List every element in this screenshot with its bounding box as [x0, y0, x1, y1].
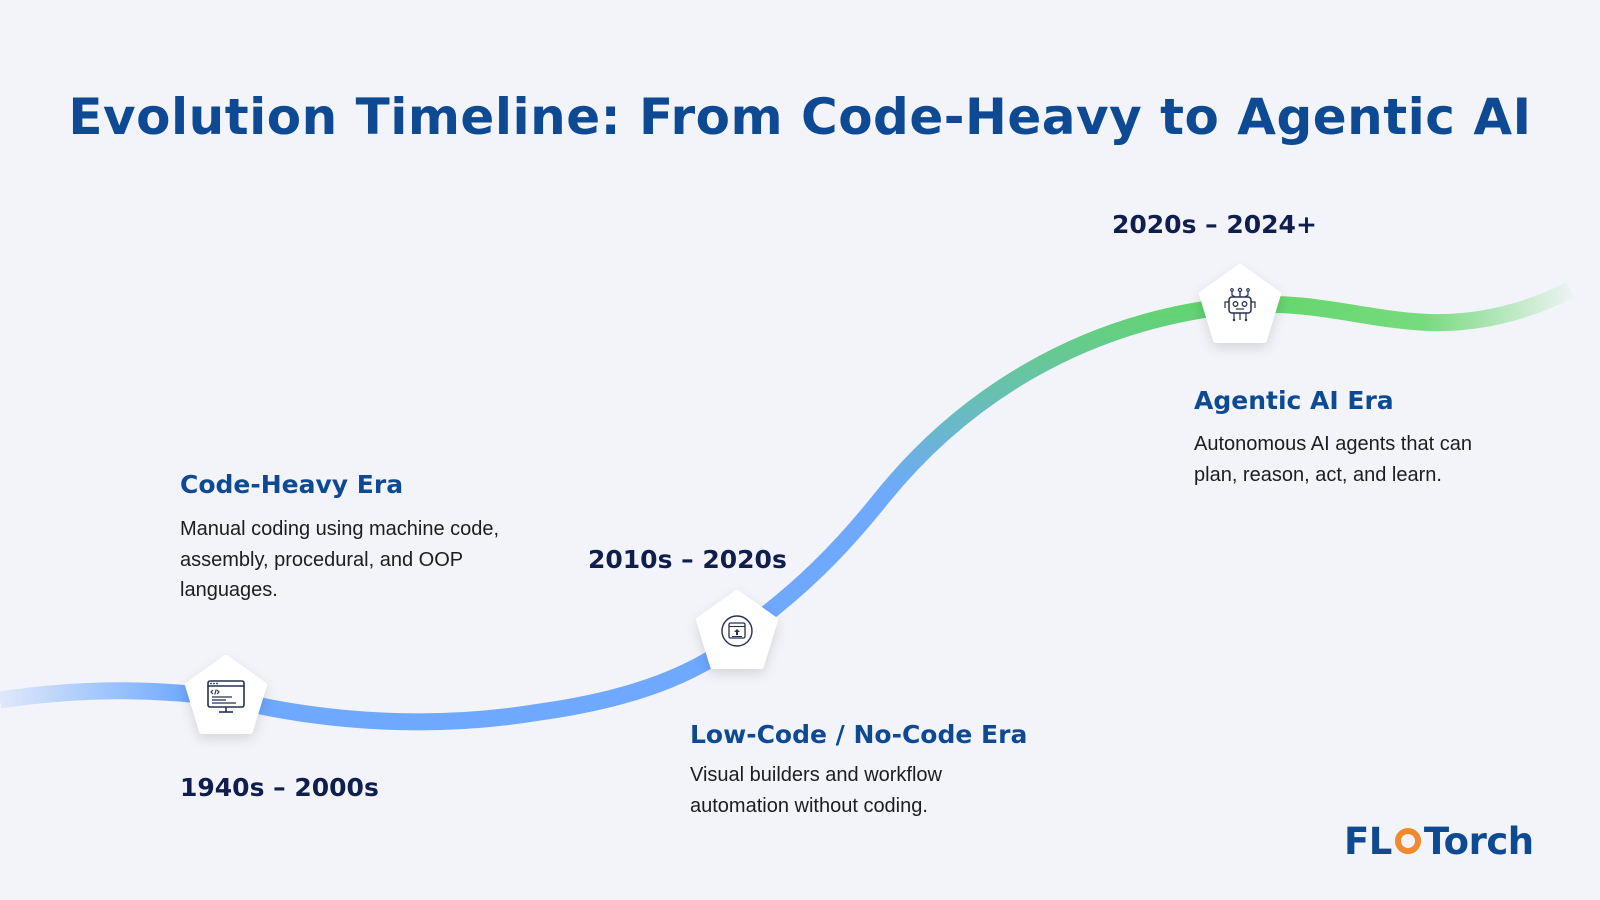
logo-o-ring-icon — [1394, 828, 1421, 854]
robot-icon — [1224, 287, 1256, 322]
logo-text-fl: FL — [1344, 819, 1392, 863]
era-date-low-code: 2010s – 2020s — [588, 545, 787, 574]
era-date-agentic: 2020s – 2024+ — [1112, 210, 1317, 239]
era-description-low-code: Visual builders and workflow automation … — [690, 764, 942, 817]
era-node-code-heavy — [185, 655, 267, 737]
era-node-agentic — [1199, 264, 1281, 346]
era-title-code-heavy: Code-Heavy Era — [180, 470, 404, 499]
era-description-agentic: Autonomous AI agents that can plan, reas… — [1194, 433, 1472, 486]
era-title-low-code: Low-Code / No-Code Era — [690, 720, 1028, 749]
visual-builder-icon — [721, 615, 753, 647]
code-monitor-icon — [207, 680, 245, 713]
era-date-code-heavy: 1940s – 2000s — [180, 773, 379, 802]
page-title: Evolution Timeline: From Code-Heavy to A… — [68, 88, 1532, 146]
flotorch-logo: FL Torch — [1344, 818, 1534, 864]
era-node-low-code — [696, 590, 778, 672]
era-title-agentic: Agentic AI Era — [1194, 386, 1394, 415]
logo-text-torch: Torch — [1423, 819, 1534, 863]
era-description-code-heavy: Manual coding using machine code, assemb… — [180, 518, 500, 601]
